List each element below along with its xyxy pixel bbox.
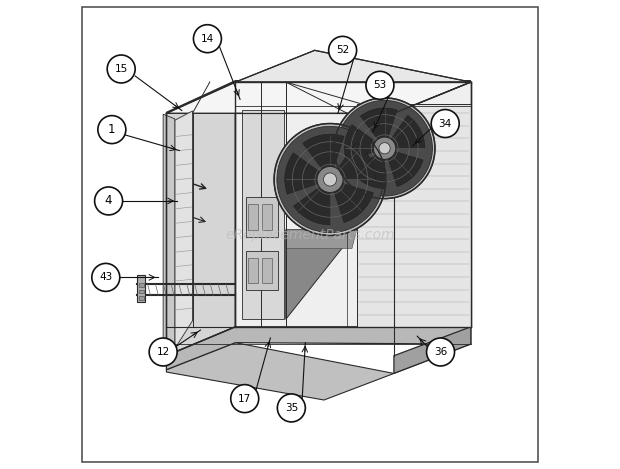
Bar [139, 296, 144, 300]
Polygon shape [286, 230, 356, 249]
Circle shape [107, 55, 135, 83]
Wedge shape [303, 134, 344, 180]
Text: 53: 53 [373, 80, 386, 91]
Circle shape [274, 123, 386, 235]
Polygon shape [394, 327, 471, 373]
Wedge shape [285, 153, 330, 194]
Polygon shape [356, 104, 471, 327]
Text: 1: 1 [108, 123, 115, 136]
Wedge shape [352, 148, 385, 189]
Polygon shape [242, 110, 285, 319]
Circle shape [149, 338, 177, 366]
Polygon shape [236, 50, 471, 82]
Text: 14: 14 [201, 34, 214, 44]
Wedge shape [384, 115, 425, 148]
Text: 17: 17 [238, 393, 251, 404]
Circle shape [366, 71, 394, 99]
Text: 36: 36 [434, 347, 447, 357]
Bar [139, 283, 144, 287]
Circle shape [379, 143, 390, 154]
Circle shape [317, 166, 343, 193]
Text: 12: 12 [156, 347, 170, 357]
Circle shape [193, 25, 221, 53]
Wedge shape [384, 148, 423, 187]
Text: 35: 35 [285, 403, 298, 413]
Circle shape [98, 116, 126, 144]
Circle shape [277, 126, 383, 233]
Circle shape [324, 173, 337, 186]
Polygon shape [236, 82, 471, 327]
Circle shape [329, 37, 356, 64]
Circle shape [373, 137, 396, 159]
Circle shape [92, 264, 120, 291]
Polygon shape [166, 343, 394, 400]
Text: 15: 15 [115, 64, 128, 74]
Circle shape [277, 394, 305, 422]
Circle shape [334, 98, 435, 198]
Wedge shape [330, 143, 375, 180]
Bar [139, 289, 144, 293]
Circle shape [95, 187, 123, 215]
Bar [246, 251, 278, 290]
Polygon shape [286, 230, 356, 319]
Circle shape [337, 100, 432, 196]
Wedge shape [344, 125, 384, 161]
Polygon shape [166, 327, 471, 370]
Polygon shape [166, 82, 236, 356]
Wedge shape [293, 180, 331, 225]
Circle shape [427, 338, 454, 366]
Text: 52: 52 [336, 45, 349, 55]
Circle shape [231, 385, 259, 413]
Wedge shape [360, 108, 397, 148]
Polygon shape [163, 114, 175, 356]
Polygon shape [138, 275, 146, 302]
Text: 43: 43 [99, 272, 112, 282]
Bar [246, 197, 278, 237]
Circle shape [432, 110, 459, 137]
Bar [249, 258, 258, 283]
Polygon shape [166, 82, 471, 113]
Polygon shape [166, 81, 471, 113]
Bar [262, 204, 272, 230]
Bar [249, 204, 258, 230]
Text: 34: 34 [438, 119, 452, 129]
Text: eReplacementParts.com: eReplacementParts.com [225, 227, 395, 242]
Polygon shape [175, 111, 193, 349]
Text: 4: 4 [105, 195, 112, 207]
Wedge shape [330, 180, 373, 223]
Bar [262, 258, 272, 283]
